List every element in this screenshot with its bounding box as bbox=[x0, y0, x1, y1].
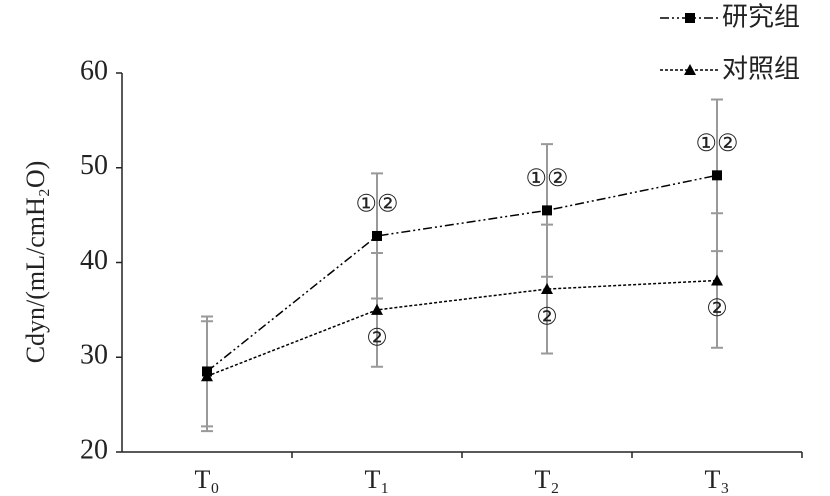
y-tick-label: 30 bbox=[80, 340, 108, 371]
data-point bbox=[542, 205, 552, 216]
y-tick-label: 60 bbox=[80, 55, 108, 86]
annotation: ② bbox=[536, 305, 558, 331]
annotation: ①② bbox=[525, 166, 568, 192]
data-point bbox=[541, 283, 553, 295]
x-tick-label: T₁ bbox=[365, 465, 390, 494]
y-tick-label: 20 bbox=[80, 434, 108, 465]
annotation: ①② bbox=[355, 191, 398, 217]
legend-marker bbox=[684, 64, 696, 75]
y-axis-label: Cdyn/(mL/cmH₂O) bbox=[21, 161, 50, 364]
data-point bbox=[711, 274, 723, 286]
data-point bbox=[371, 303, 383, 315]
x-tick-label: T₀ bbox=[195, 465, 220, 494]
data-point bbox=[712, 170, 722, 181]
annotation: ② bbox=[706, 296, 728, 322]
y-tick-label: 40 bbox=[80, 245, 108, 276]
legend-marker bbox=[685, 13, 695, 23]
annotation: ② bbox=[366, 325, 388, 351]
x-tick-label: T₃ bbox=[705, 465, 730, 494]
annotation: ①② bbox=[695, 131, 738, 157]
y-tick-label: 50 bbox=[80, 150, 108, 181]
data-point bbox=[201, 370, 213, 382]
legend-label: 对照组 bbox=[722, 55, 800, 85]
series-line bbox=[206, 174, 718, 373]
data-point bbox=[372, 230, 382, 241]
legend-label: 研究组 bbox=[722, 3, 800, 33]
x-tick-label: T₂ bbox=[535, 465, 560, 494]
series-line bbox=[206, 279, 718, 377]
